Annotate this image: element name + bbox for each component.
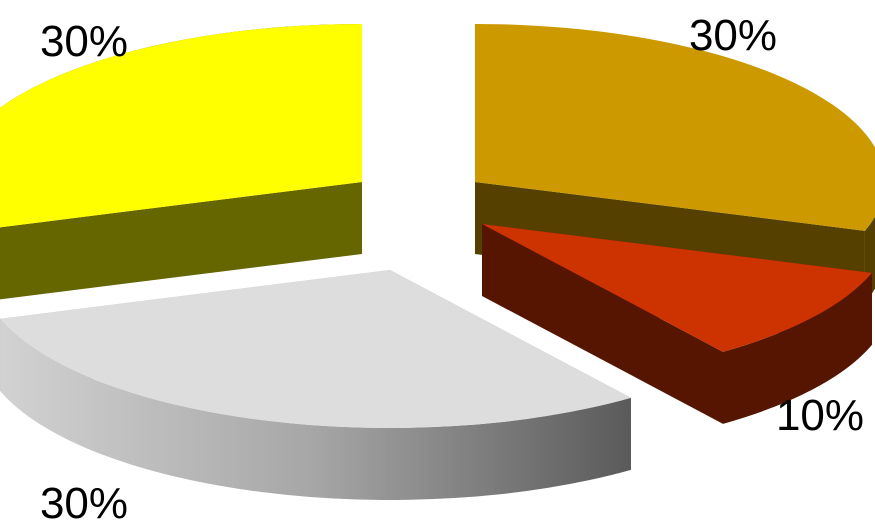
slice-side-gray [0,318,631,500]
data-labels: 30% 10% 30% 30% [40,11,864,528]
slice-label-yellow: 30% [40,17,128,66]
slice-top-gold [475,24,875,231]
slice-top-red [482,224,872,352]
slice-label-gray: 30% [40,479,128,528]
pie-slices [0,24,875,500]
slice-label-gold: 30% [689,11,777,60]
slice-wall-red-1 [482,224,723,424]
slice-top-yellow [0,24,362,228]
pie-slice-yellow [0,24,362,300]
slice-label-red: 10% [776,391,864,440]
slice-side-red [722,272,872,424]
slice-top-gray [0,270,631,428]
pie-slice-gray [0,270,631,500]
pie-slice-red [482,224,872,424]
slice-wall-yellow-0 [0,182,362,300]
